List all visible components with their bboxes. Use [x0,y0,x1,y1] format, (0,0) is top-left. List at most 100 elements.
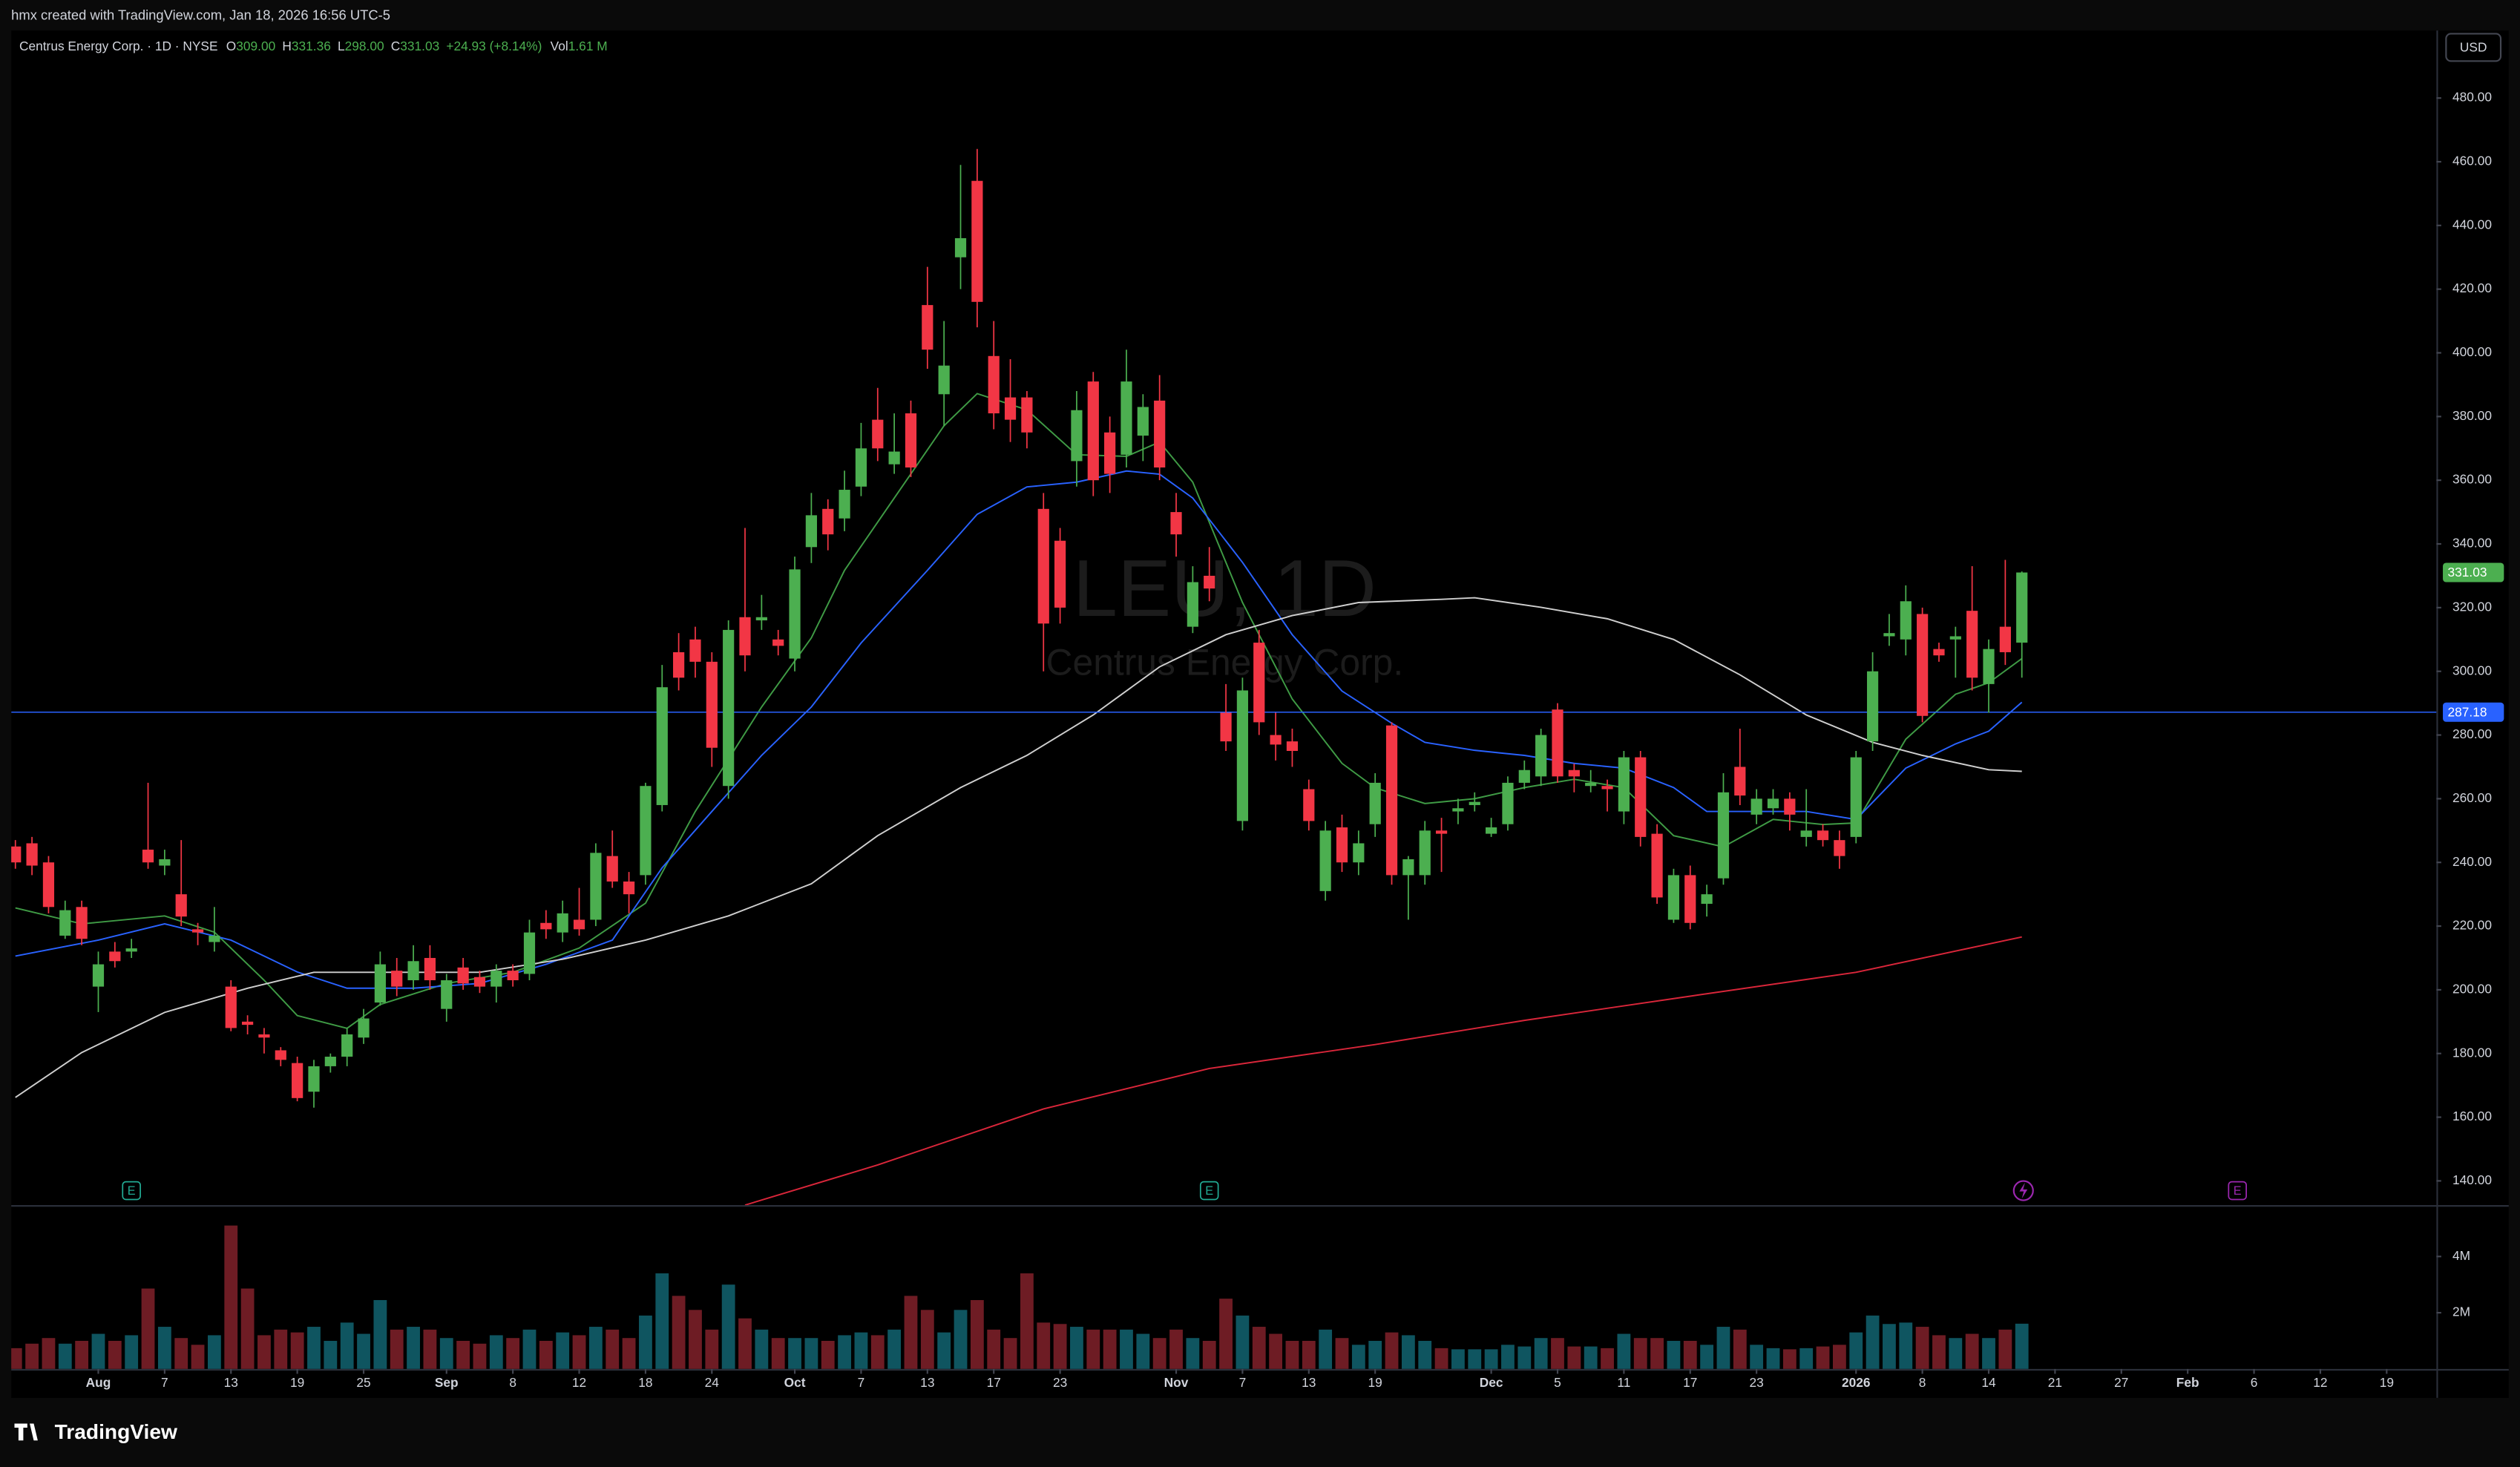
volume-bar [2015,1323,2029,1369]
candle-body [1220,712,1232,742]
brand-logo[interactable]: TradingView [14,1420,177,1443]
candle [1800,789,1812,847]
x-tick-label: 23 [1750,1375,1764,1390]
candle [191,922,204,945]
volume-bar [1866,1315,1880,1369]
candle-body [1004,397,1017,420]
x-tick-label: 7 [1239,1375,1247,1390]
y-tick-label: 440.00 [2452,217,2492,232]
volume-bar [25,1343,39,1369]
volume-bar [456,1341,470,1369]
candle [1369,773,1381,837]
candle [1750,789,1762,824]
candle-body [1568,769,1580,777]
volume-bar [1368,1341,1382,1369]
volume-bar [689,1310,702,1369]
candle [938,321,950,427]
candle-body [26,843,38,866]
candle-body [175,894,187,917]
volume-bar [1269,1333,1283,1369]
candle-body [2016,572,2028,643]
currency-button-frame[interactable] [2445,33,2502,62]
candle-body [1552,709,1563,777]
y-tick-label: 200.00 [2452,981,2492,996]
volume-bar [11,1348,22,1369]
y-tick-label: 140.00 [2452,1172,2492,1187]
volume-bar [1451,1349,1465,1369]
candle-body [805,515,817,548]
candle [473,971,486,994]
ohlc-value: 298.00 [345,38,384,53]
volume-bar [1534,1338,1548,1369]
candle [590,843,602,927]
candle-body [473,977,486,987]
candle [971,148,983,328]
dividend-icon[interactable] [2012,1180,2034,1201]
brand[interactable]: TradingView [55,1420,177,1443]
candle [292,1057,303,1102]
candle-body [1469,801,1480,805]
candle-body [1253,643,1265,723]
candle-body [1635,757,1647,837]
volume-bar [473,1343,487,1369]
candle [507,964,519,987]
volume-bar [854,1332,868,1369]
volume-bar [191,1345,205,1369]
candle-body [1369,782,1381,824]
candle [789,557,801,672]
candle-body [125,948,137,952]
candle-body [922,305,933,350]
candle [1651,824,1663,905]
candle [441,974,453,1022]
volume-bar [1965,1333,1979,1369]
candle [109,942,121,968]
candle-body [1402,859,1414,876]
candle [640,782,652,885]
volume-bar [1849,1332,1863,1369]
volume-bar [655,1273,669,1369]
dividend-marker[interactable] [2012,1180,2034,1201]
volume-bar [1418,1341,1432,1369]
volume-bar [1302,1341,1316,1369]
x-tick-label: Sep [435,1375,459,1390]
volume-bar [506,1338,520,1369]
candle-body [1336,827,1348,863]
candle [1319,821,1331,901]
candle [1817,824,1829,847]
candle-body [1170,512,1182,535]
candle [341,1028,353,1066]
candle-body [772,639,784,646]
candle [839,470,850,531]
x-tick-label: 8 [509,1375,516,1390]
logo-mark [14,1423,38,1441]
volume-bar [771,1338,785,1369]
y-tick-label: 320.00 [2452,599,2492,614]
candle [905,400,917,477]
currency-button[interactable]: USD [2445,33,2502,62]
candle-body [1850,757,1862,837]
volume-bar [804,1338,818,1369]
volume-bar [1551,1338,1564,1369]
candle-body [1933,649,1945,656]
candle [822,499,834,551]
candle [1004,359,1017,442]
currency[interactable]: USD [2460,40,2487,55]
volume-bar [738,1318,752,1369]
volume-bar [257,1335,271,1369]
candle-body [1618,757,1630,812]
candle-body [1917,614,1929,716]
candle-body [938,365,950,395]
candle-body [905,413,917,468]
volume-bar [1816,1346,1830,1369]
candle [557,900,568,942]
candle [1866,652,1879,751]
volume-bar [1832,1345,1846,1369]
volume-bar [1468,1349,1482,1369]
candle-body [1419,830,1431,876]
event-marker [2228,1181,2247,1201]
volume-tick-label: 2M [2452,1304,2470,1319]
candle [706,652,718,767]
volume-bar [1899,1322,1913,1369]
candle-body [1883,633,1895,637]
watermark-subtitle: Centrus Energy Corp. [1046,642,1404,683]
